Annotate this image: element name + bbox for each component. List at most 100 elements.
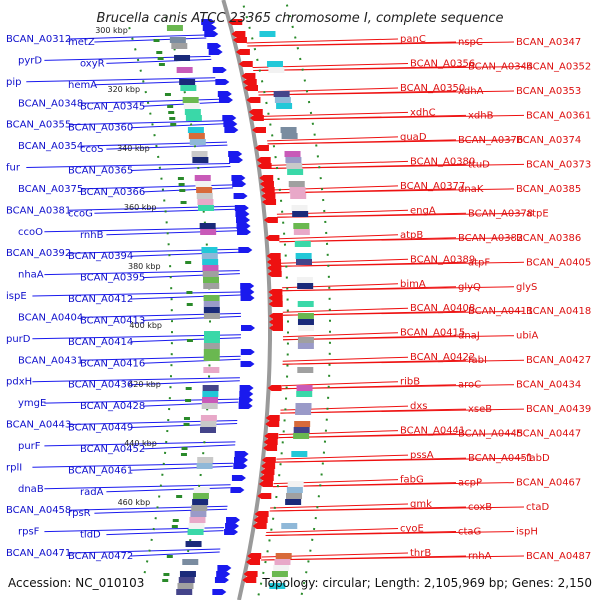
feature-tile [266, 61, 283, 67]
kbp-tick-label: 440 kbp [124, 439, 157, 448]
connector-line [281, 384, 515, 390]
gene-label-glys: glyS [516, 282, 537, 293]
gene-label-hema: hemA [68, 80, 97, 91]
forward-gene-arrow [259, 181, 274, 187]
gene-label-bcan_a0449: BCAN_A0449 [68, 423, 133, 434]
feature-tile [185, 541, 202, 547]
reverse-gene-arrow [230, 487, 245, 493]
gene-label-bcan_a0487: BCAN_A0487 [526, 551, 591, 562]
reverse-gene-arrow [240, 349, 255, 355]
feature-tile [177, 583, 194, 589]
forward-gene-arrow [267, 265, 282, 271]
gene-label-pip: pip [6, 77, 21, 88]
reverse-gene-arrow [231, 475, 246, 481]
gene-label-bcan_a0378: BCAN_A0378 [468, 208, 533, 219]
forward-gene-arrow [258, 481, 273, 487]
feature-tile [297, 325, 314, 331]
connector-line [130, 251, 239, 257]
forward-gene-arrow [254, 511, 269, 517]
feature-tile [200, 421, 217, 427]
feature-tile [202, 397, 219, 403]
feature-tile [199, 427, 216, 433]
forward-gene-arrow [244, 85, 259, 91]
gc-tick [185, 387, 192, 390]
feature-tile [285, 499, 302, 505]
feature-tile [295, 403, 312, 409]
forward-gene-arrow [259, 175, 274, 181]
gene-label-bcan_a0418: BCAN_A0418 [526, 306, 591, 317]
forward-gene-arrow [249, 115, 264, 121]
connector-line [130, 294, 241, 300]
connector-line [142, 401, 239, 407]
reverse-gene-arrow [240, 295, 255, 301]
gene-label-bcan_a0373: BCAN_A0373 [526, 159, 591, 170]
gene-label-bcan_a0422: BCAN_A0422 [410, 352, 475, 363]
gene-label-rnha: rnhA [468, 551, 492, 562]
reverse-gene-arrow [225, 523, 240, 529]
forward-gene-arrow [265, 415, 280, 421]
feature-tile [289, 187, 306, 193]
feature-tile [203, 367, 220, 373]
feature-tile [276, 103, 293, 109]
gene-label-ispe: ispE [6, 291, 27, 302]
feature-tile [187, 529, 204, 535]
feature-tile [271, 571, 288, 577]
forward-gene-arrow [232, 37, 247, 43]
connector-line [263, 114, 525, 120]
gene-label-ubia: ubiA [516, 331, 538, 342]
feature-tile [182, 97, 199, 103]
gene-label-atpf: atpF [468, 257, 490, 268]
gene-label-glyq: glyQ [458, 282, 481, 293]
gene-label-bcan_a0471: BCAN_A0471 [6, 548, 71, 559]
gc-tick [186, 303, 193, 306]
gene-label-oxyr: oxyR [80, 58, 105, 69]
reverse-gene-arrow [231, 175, 246, 181]
gene-label-bcan_a0348: BCAN_A0348 [18, 98, 83, 109]
feature-tile [291, 451, 308, 457]
connector-line [130, 465, 233, 471]
connector-line [273, 482, 515, 488]
gene-label-bcan_a0395: BCAN_A0395 [80, 273, 145, 284]
connector-line [106, 58, 212, 64]
gc-tick [185, 399, 192, 402]
connector-line [282, 307, 409, 313]
feature-tile [201, 253, 218, 259]
gene-label-nspc: nspC [458, 37, 483, 48]
gc-tick [164, 93, 171, 96]
gc-tick [167, 105, 174, 108]
feature-tile [197, 457, 214, 463]
feature-tile [286, 163, 303, 169]
feature-tile [297, 283, 314, 289]
kbp-tick-label: 400 kbp [129, 321, 162, 330]
gene-label-bcan_a0452: BCAN_A0452 [80, 444, 145, 455]
kbp-tick-label: 360 kbp [124, 203, 157, 212]
gene-label-xdhb: xdhB [468, 110, 494, 121]
reverse-gene-arrow [202, 25, 217, 31]
reverse-gene-arrow [234, 451, 249, 457]
forward-gene-arrow [246, 97, 261, 103]
gene-label-bcan_a0405: BCAN_A0405 [526, 257, 591, 268]
forward-gene-arrow [248, 109, 263, 115]
feature-tile [287, 169, 304, 175]
connector-line [266, 528, 399, 533]
gc-tick [153, 39, 160, 42]
connector-line [142, 187, 234, 193]
feature-tile [297, 337, 314, 343]
gene-label-pdxh: pdxH [6, 377, 32, 388]
connector-line [247, 41, 515, 47]
connector-line [282, 335, 515, 341]
forward-gene-arrow [243, 571, 258, 577]
reverse-gene-arrow [240, 325, 255, 331]
feature-tile [202, 259, 219, 265]
feature-tile [297, 319, 314, 325]
feature-tile [171, 43, 188, 49]
gene-label-bcan_a0441: BCAN_A0441 [400, 426, 465, 437]
feature-tile [174, 55, 191, 61]
forward-gene-arrow [264, 433, 279, 439]
gene-label-bcan_a0447: BCAN_A0447 [516, 429, 581, 440]
gene-label-bcan_a0451: BCAN_A0451 [468, 453, 533, 464]
feature-tile [202, 265, 219, 271]
gc-tick [186, 291, 193, 294]
feature-tile [203, 307, 220, 313]
feature-tile [189, 517, 206, 523]
